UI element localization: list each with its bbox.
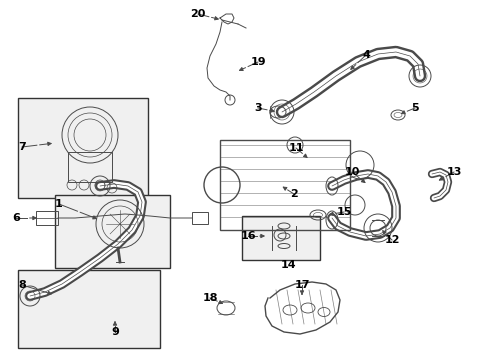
- Text: 19: 19: [250, 57, 266, 67]
- Bar: [18, 270, 160, 348]
- Text: 8: 8: [18, 280, 26, 290]
- Text: 13: 13: [446, 167, 462, 177]
- Text: 12: 12: [384, 235, 400, 245]
- Bar: [36, 211, 58, 225]
- Text: 1: 1: [55, 199, 63, 209]
- Text: 11: 11: [288, 143, 304, 153]
- Text: 5: 5: [411, 103, 419, 113]
- Text: 9: 9: [111, 327, 119, 337]
- Text: 7: 7: [18, 142, 26, 152]
- Text: 10: 10: [344, 167, 360, 177]
- Text: 14: 14: [280, 260, 296, 270]
- Text: 16: 16: [240, 231, 256, 241]
- Text: 4: 4: [362, 50, 370, 60]
- Bar: [18, 98, 148, 198]
- Bar: [55, 195, 170, 268]
- Text: 17: 17: [294, 280, 310, 290]
- Text: 20: 20: [190, 9, 206, 19]
- Text: 3: 3: [254, 103, 262, 113]
- Text: 18: 18: [202, 293, 218, 303]
- Text: 6: 6: [12, 213, 20, 223]
- Bar: [220, 140, 350, 230]
- Bar: [68, 152, 112, 182]
- Bar: [192, 212, 208, 224]
- Text: 15: 15: [336, 207, 352, 217]
- Text: 2: 2: [290, 189, 298, 199]
- Bar: [242, 216, 320, 260]
